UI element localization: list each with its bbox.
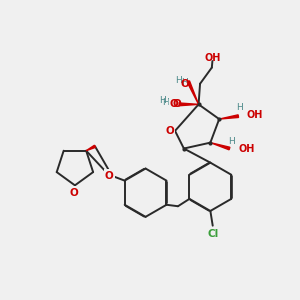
Text: H: H — [229, 137, 235, 146]
Text: H: H — [176, 76, 182, 85]
Text: O: O — [165, 126, 174, 136]
Text: OH: OH — [247, 110, 263, 120]
Text: H: H — [159, 96, 166, 105]
Text: H: H — [236, 103, 243, 112]
Text: Cl: Cl — [208, 229, 219, 239]
Text: O: O — [70, 188, 79, 198]
Polygon shape — [210, 142, 230, 150]
Polygon shape — [86, 145, 95, 151]
Polygon shape — [219, 115, 238, 119]
Polygon shape — [178, 103, 199, 106]
Text: O: O — [105, 171, 114, 181]
Text: H: H — [182, 78, 188, 87]
Text: O: O — [181, 79, 190, 89]
Text: O: O — [105, 171, 114, 181]
Text: O: O — [169, 99, 178, 110]
Text: O: O — [70, 188, 79, 198]
Text: OH: OH — [204, 53, 220, 63]
Polygon shape — [187, 81, 199, 104]
Text: O: O — [165, 126, 174, 136]
Text: OH: OH — [238, 143, 255, 154]
Text: H: H — [162, 98, 169, 106]
Text: O: O — [172, 99, 181, 110]
